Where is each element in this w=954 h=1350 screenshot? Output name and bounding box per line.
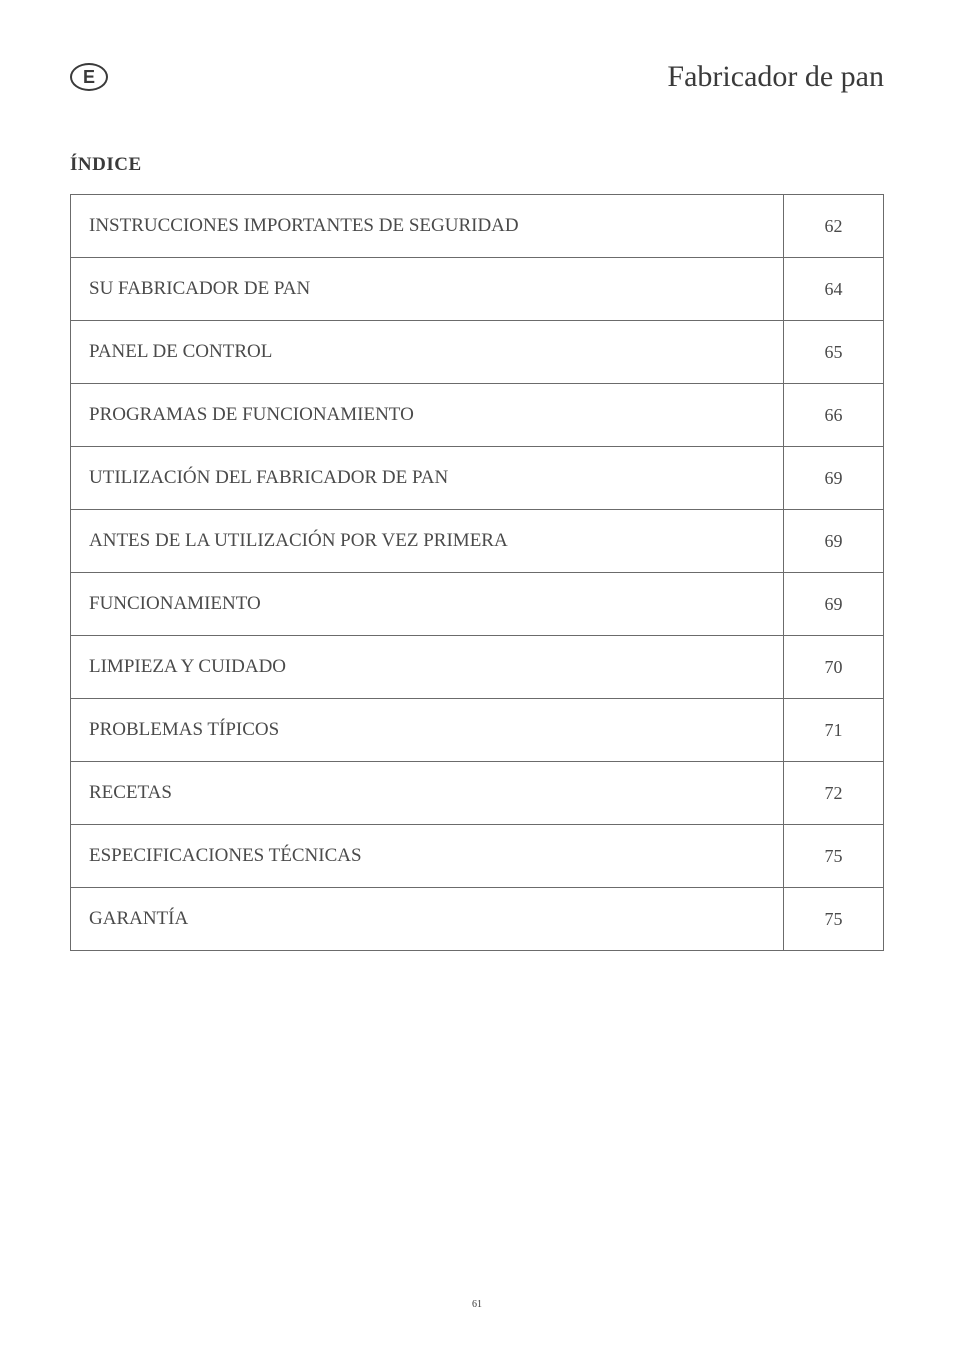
product-title: Fabricador de pan xyxy=(667,60,884,94)
toc-page: 66 xyxy=(784,384,884,447)
table-row: SU FABRICADOR DE PAN 64 xyxy=(71,258,884,321)
toc-page: 69 xyxy=(784,573,884,636)
toc-page: 72 xyxy=(784,762,884,825)
table-row: ANTES DE LA UTILIZACIÓN POR VEZ PRIMERA … xyxy=(71,510,884,573)
table-row: PROGRAMAS DE FUNCIONAMIENTO 66 xyxy=(71,384,884,447)
toc-label: GARANTÍA xyxy=(71,888,784,951)
table-row: LIMPIEZA Y CUIDADO 70 xyxy=(71,636,884,699)
toc-page: 75 xyxy=(784,888,884,951)
table-of-contents: INSTRUCCIONES IMPORTANTES DE SEGURIDAD 6… xyxy=(70,194,884,951)
index-heading: ÍNDICE xyxy=(70,154,884,176)
toc-label: ANTES DE LA UTILIZACIÓN POR VEZ PRIMERA xyxy=(71,510,784,573)
language-badge-icon: E xyxy=(70,63,108,91)
toc-page: 75 xyxy=(784,825,884,888)
toc-label: LIMPIEZA Y CUIDADO xyxy=(71,636,784,699)
toc-label: PROGRAMAS DE FUNCIONAMIENTO xyxy=(71,384,784,447)
toc-page: 65 xyxy=(784,321,884,384)
toc-page: 71 xyxy=(784,699,884,762)
toc-page: 70 xyxy=(784,636,884,699)
toc-label: UTILIZACIÓN DEL FABRICADOR DE PAN xyxy=(71,447,784,510)
table-row: FUNCIONAMIENTO 69 xyxy=(71,573,884,636)
table-row: INSTRUCCIONES IMPORTANTES DE SEGURIDAD 6… xyxy=(71,195,884,258)
toc-label: RECETAS xyxy=(71,762,784,825)
toc-label: PANEL DE CONTROL xyxy=(71,321,784,384)
table-row: ESPECIFICACIONES TÉCNICAS 75 xyxy=(71,825,884,888)
toc-label: INSTRUCCIONES IMPORTANTES DE SEGURIDAD xyxy=(71,195,784,258)
toc-page: 69 xyxy=(784,510,884,573)
toc-page: 62 xyxy=(784,195,884,258)
page-number: 61 xyxy=(0,1299,954,1310)
table-row: PROBLEMAS TÍPICOS 71 xyxy=(71,699,884,762)
table-row: PANEL DE CONTROL 65 xyxy=(71,321,884,384)
toc-label: ESPECIFICACIONES TÉCNICAS xyxy=(71,825,784,888)
table-row: GARANTÍA 75 xyxy=(71,888,884,951)
toc-page: 64 xyxy=(784,258,884,321)
language-badge-letter: E xyxy=(83,67,95,88)
table-row: UTILIZACIÓN DEL FABRICADOR DE PAN 69 xyxy=(71,447,884,510)
toc-label: PROBLEMAS TÍPICOS xyxy=(71,699,784,762)
toc-label: FUNCIONAMIENTO xyxy=(71,573,784,636)
table-row: RECETAS 72 xyxy=(71,762,884,825)
toc-page: 69 xyxy=(784,447,884,510)
toc-body: INSTRUCCIONES IMPORTANTES DE SEGURIDAD 6… xyxy=(71,195,884,951)
page-header: E Fabricador de pan xyxy=(70,60,884,94)
toc-label: SU FABRICADOR DE PAN xyxy=(71,258,784,321)
